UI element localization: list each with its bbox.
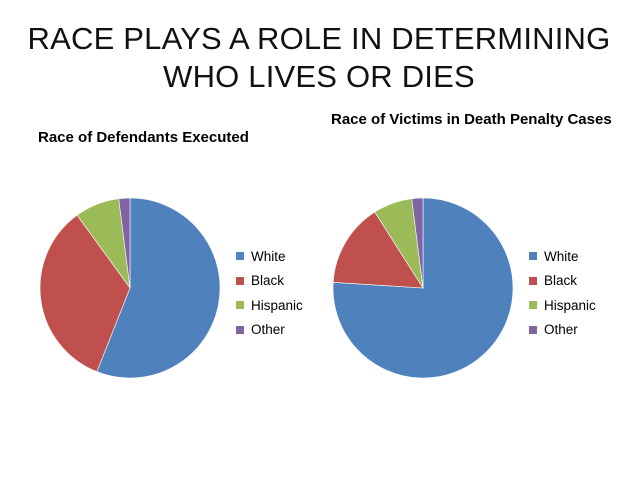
pie-slice-other (411, 197, 424, 289)
legend-label: Other (251, 322, 285, 338)
legend-item-white: White (236, 244, 303, 269)
legend-label: Black (544, 273, 578, 289)
pie-slice-black (332, 211, 424, 289)
legend-swatch (529, 276, 537, 285)
legend-item-other: Other (236, 318, 303, 343)
slide-title: RACE PLAYS A ROLE IN DETERMINING WHO LIV… (0, 20, 638, 96)
pie-chart-defendants (39, 197, 221, 379)
legend-defendants: White Black Hispanic Other (236, 244, 303, 342)
slide-title-line-2: WHO LIVES OR DIES (163, 59, 475, 94)
pie-slice-white (96, 197, 221, 379)
legend-swatch (236, 276, 244, 285)
legend-label: Hispanic (544, 297, 596, 313)
pie-slice-black (39, 214, 131, 373)
legend-item-black: Black (529, 269, 596, 294)
legend-item-other: Other (529, 318, 596, 343)
legend-label: White (251, 248, 286, 264)
legend-item-black: Black (236, 269, 303, 294)
legend-item-white: White (529, 244, 596, 269)
legend-victims: White Black Hispanic Other (529, 244, 596, 342)
legend-item-hispanic: Hispanic (529, 293, 596, 318)
legend-swatch (529, 301, 537, 310)
legend-label: Black (251, 273, 285, 289)
legend-swatch (529, 325, 537, 334)
legend-swatch (236, 301, 244, 310)
pie-slice-other (118, 197, 131, 289)
legend-swatch (236, 252, 244, 261)
legend-swatch (236, 325, 244, 334)
legend-label: White (544, 248, 579, 264)
legend-item-hispanic: Hispanic (236, 293, 303, 318)
chart-title-victims: Race of Victims in Death Penalty Cases (331, 111, 612, 128)
slide-title-line-1: RACE PLAYS A ROLE IN DETERMINING (27, 21, 611, 56)
legend-label: Other (544, 322, 578, 338)
legend-label: Hispanic (251, 297, 303, 313)
chart-title-defendants: Race of Defendants Executed (38, 129, 249, 146)
legend-swatch (529, 252, 537, 261)
pie-chart-victims (332, 197, 514, 379)
